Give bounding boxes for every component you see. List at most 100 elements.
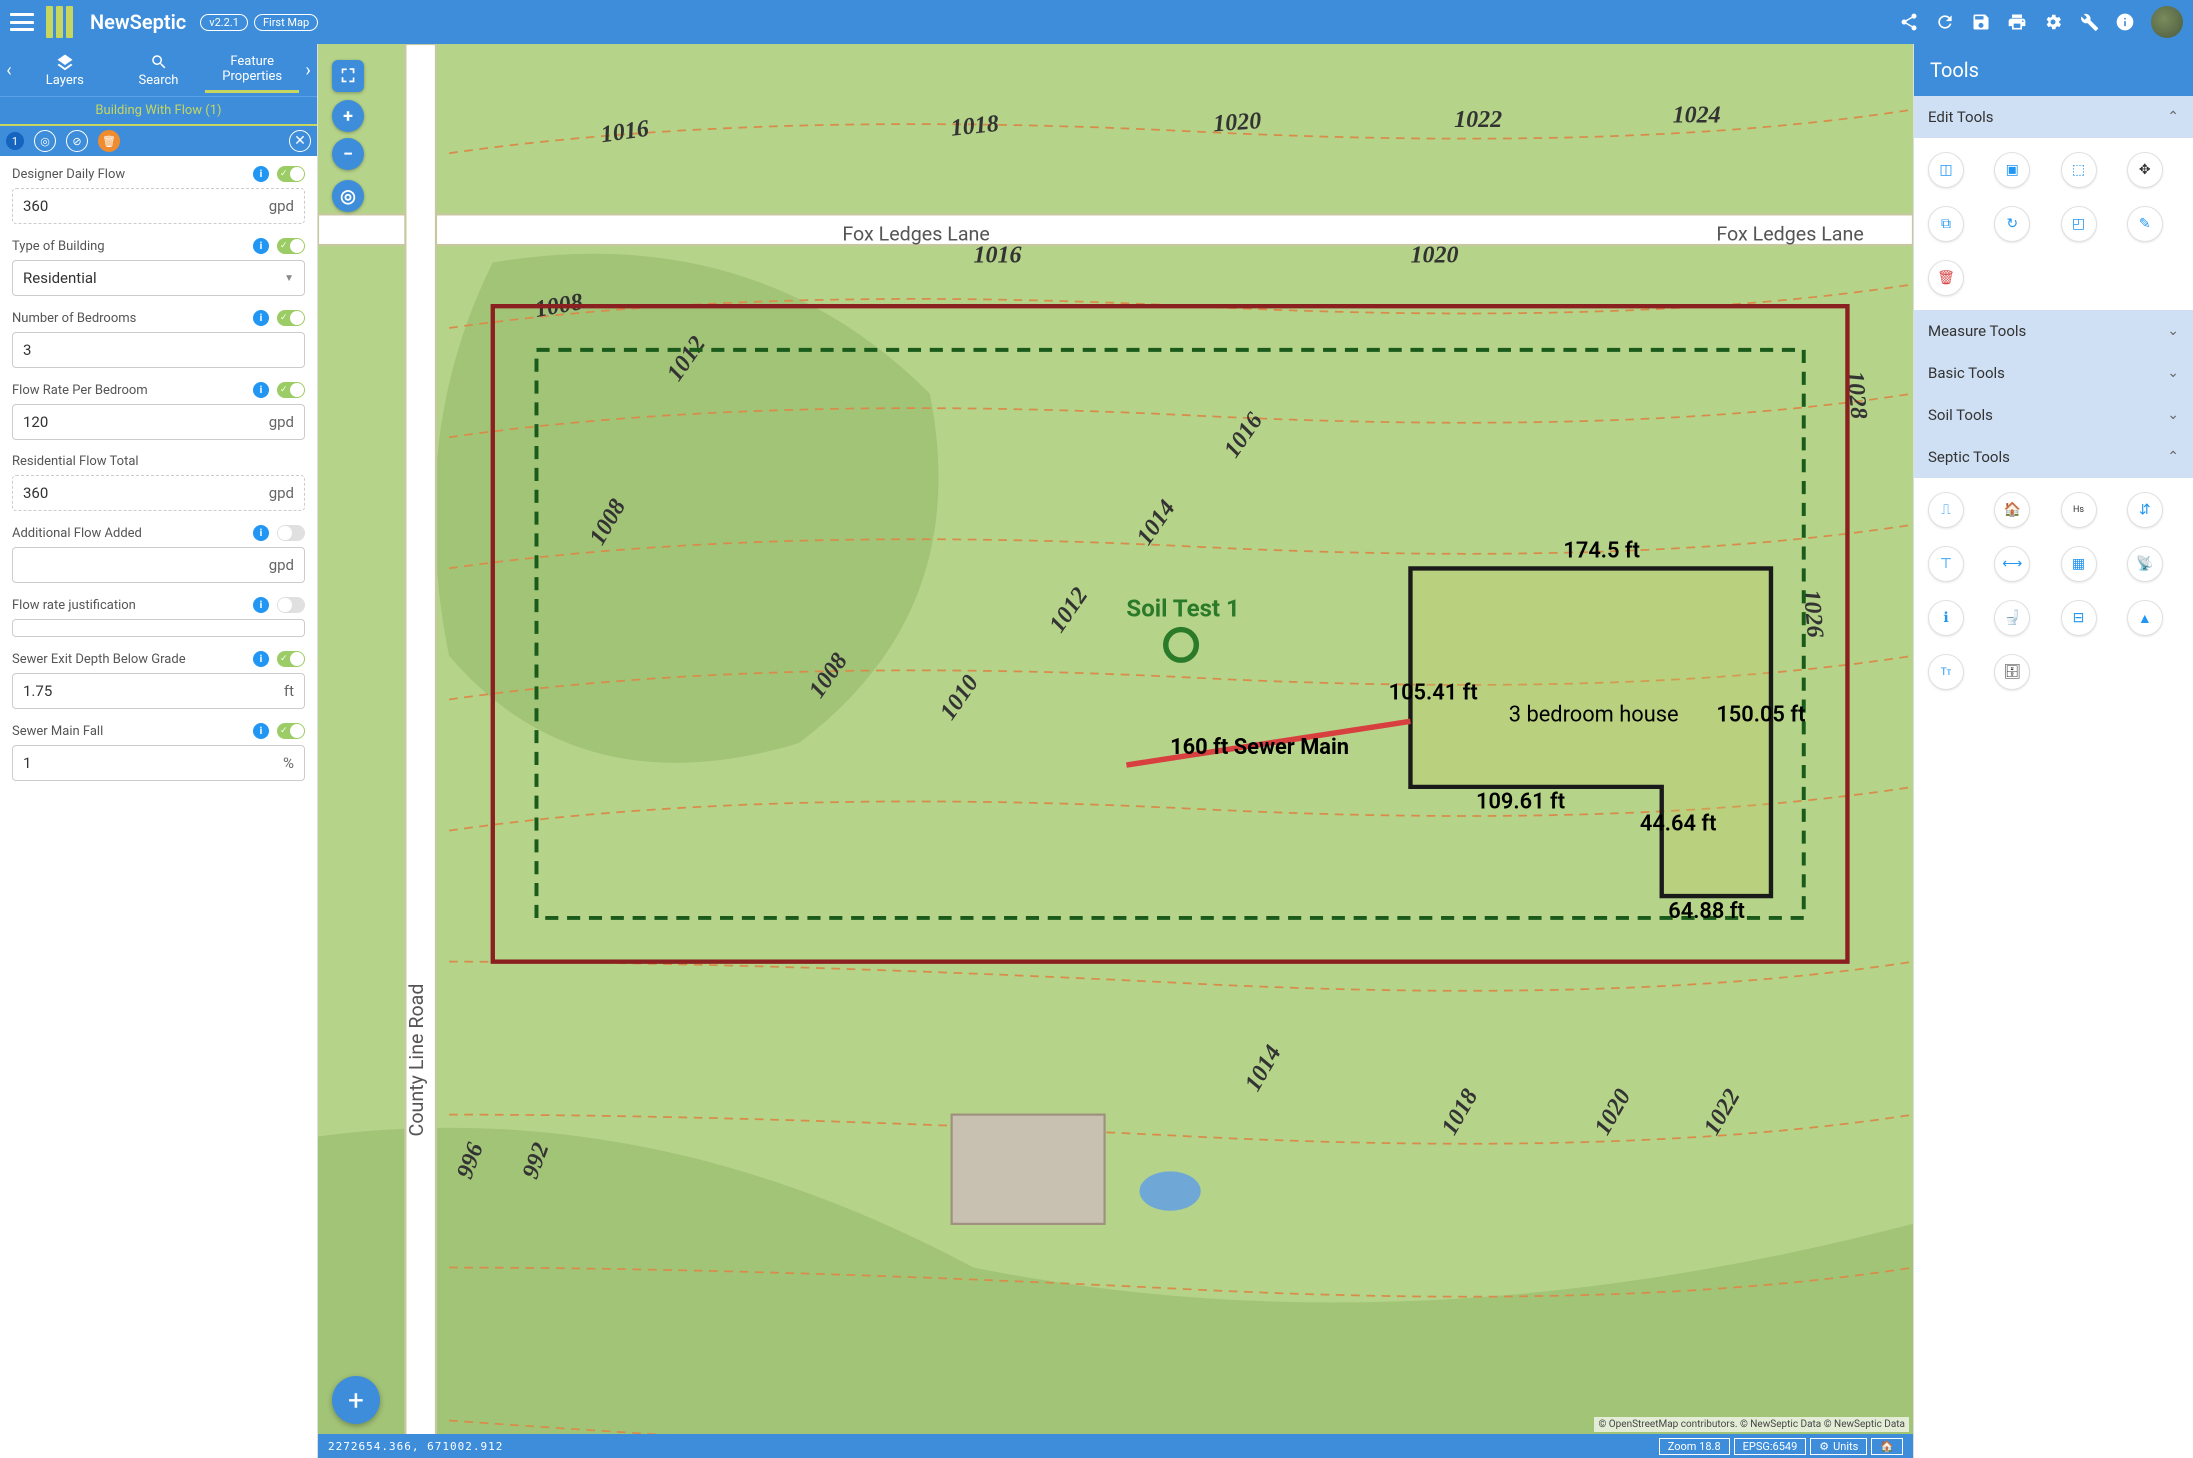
field-unit: gpd [269, 556, 294, 574]
select-dashed-tool[interactable]: ▣ [1994, 152, 2030, 188]
add-feature-fab[interactable]: + [332, 1376, 380, 1424]
pipe-tool[interactable]: ⎍ [1928, 492, 1964, 528]
settings-icon[interactable] [2035, 4, 2071, 40]
width-tool[interactable]: ⟷ [1994, 546, 2030, 582]
field-input[interactable]: 120gpd [12, 404, 305, 440]
hs-tool[interactable]: Hs [2061, 492, 2097, 528]
visibility-icon[interactable]: ⊘ [66, 130, 88, 152]
refresh-icon[interactable] [1927, 4, 1963, 40]
home-chip[interactable]: 🏠 [1871, 1438, 1903, 1455]
info-icon[interactable]: i [253, 238, 269, 254]
antenna-tool[interactable]: 📡 [2127, 546, 2163, 582]
info-icon[interactable]: i [253, 597, 269, 613]
section-soil-tools[interactable]: Soil Tools ⌄ [1914, 394, 2193, 436]
toilet-tool[interactable]: 🚽 [1994, 600, 2030, 636]
field-unit: gpd [269, 413, 294, 431]
epsg-chip[interactable]: EPSG:6549 [1734, 1438, 1807, 1455]
tools-icon[interactable] [2071, 4, 2107, 40]
field-f6: Flow rate justificationi [12, 597, 305, 637]
distribute-tool[interactable]: ⇵ [2127, 492, 2163, 528]
tab-search[interactable]: Search [112, 47, 206, 94]
map-footer: 2272654.366, 671002.912 Zoom 18.8 EPSG:6… [318, 1434, 1913, 1458]
info-tool[interactable]: ℹ [1928, 600, 1964, 636]
field-value: Residential [23, 269, 284, 287]
text-tool[interactable]: Tᴛ [1928, 654, 1964, 690]
units-chip[interactable]: ⚙ Units [1810, 1438, 1867, 1455]
chamber-tool[interactable]: ⊟ [2061, 600, 2097, 636]
field-toggle[interactable] [277, 238, 305, 254]
zoom-out-button[interactable]: − [332, 138, 364, 170]
map-container[interactable]: 1016 1018 1020 1022 1024 1008 1012 1016 … [318, 44, 1913, 1458]
tab-prev-icon[interactable]: ‹ [0, 60, 18, 81]
share-icon[interactable] [1891, 4, 1927, 40]
locate-button[interactable]: ◎ [332, 180, 364, 212]
field-toggle[interactable] [277, 723, 305, 739]
info-icon[interactable]: i [253, 166, 269, 182]
grid-tool[interactable]: ▦ [2061, 546, 2097, 582]
field-f7: Sewer Exit Depth Below Gradei1.75ft [12, 651, 305, 709]
info-icon[interactable]: i [253, 310, 269, 326]
field-toggle[interactable] [277, 382, 305, 398]
svg-text:64.88 ft: 64.88 ft [1668, 899, 1745, 924]
field-label: Number of Bedrooms [12, 311, 253, 326]
zoom-chip[interactable]: Zoom 18.8 [1659, 1438, 1730, 1455]
field-toggle[interactable] [277, 597, 305, 613]
info-icon[interactable]: i [253, 723, 269, 739]
map-attribution: © OpenStreetMap contributors. © NewSepti… [1594, 1417, 1909, 1432]
close-icon[interactable]: ✕ [289, 130, 311, 152]
move-tool[interactable]: ✥ [2127, 152, 2163, 188]
field-toggle[interactable] [277, 166, 305, 182]
map-canvas[interactable]: 1016 1018 1020 1022 1024 1008 1012 1016 … [318, 44, 1913, 1458]
section-basic-tools[interactable]: Basic Tools ⌄ [1914, 352, 2193, 394]
properties-form: Designer Daily Flowi360gpdType of Buildi… [0, 156, 317, 1458]
info-icon[interactable]: i [253, 382, 269, 398]
svg-text:174.5 ft: 174.5 ft [1563, 538, 1640, 563]
field-toggle[interactable] [277, 651, 305, 667]
menu-icon[interactable] [10, 13, 34, 31]
house-tool[interactable]: 🏠 [1994, 492, 2030, 528]
archive-tool[interactable]: 🗄 [1994, 654, 2030, 690]
septic-tools-grid: ⎍ 🏠 Hs ⇵ ⊤ ⟷ ▦ 📡 ℹ 🚽 ⊟ ▲ Tᴛ 🗄 [1914, 478, 2193, 704]
delete-icon[interactable]: 🗑 [98, 130, 120, 152]
field-input[interactable]: 1% [12, 745, 305, 781]
target-icon[interactable]: ◎ [34, 130, 56, 152]
zoom-in-button[interactable]: + [332, 100, 364, 132]
version-badge: v2.2.1 [200, 14, 248, 31]
user-avatar[interactable] [2151, 6, 2183, 38]
select-rect-tool[interactable]: ◫ [1928, 152, 1964, 188]
section-septic-tools[interactable]: Septic Tools ⌃ [1914, 436, 2193, 478]
info-icon[interactable] [2107, 4, 2143, 40]
elevation-tool[interactable]: ▲ [2127, 600, 2163, 636]
tank-tool[interactable]: ⊤ [1928, 546, 1964, 582]
map-name-badge[interactable]: First Map [254, 14, 318, 31]
tab-next-icon[interactable]: › [299, 60, 317, 81]
copy-tool[interactable]: ⧉ [1928, 206, 1964, 242]
field-toggle[interactable] [277, 310, 305, 326]
field-input[interactable]: 360gpd [12, 188, 305, 224]
svg-text:1022: 1022 [1454, 107, 1502, 133]
field-input[interactable]: Residential▼ [12, 260, 305, 296]
save-icon[interactable] [1963, 4, 1999, 40]
resize-tool[interactable]: ◰ [2061, 206, 2097, 242]
field-input[interactable] [12, 619, 305, 637]
fullscreen-button[interactable]: ⛶ [332, 60, 364, 92]
tab-feature-properties[interactable]: Feature Properties [205, 48, 299, 93]
section-measure-tools[interactable]: Measure Tools ⌄ [1914, 310, 2193, 352]
field-input[interactable]: 1.75ft [12, 673, 305, 709]
crop-tool[interactable]: ⬚ [2061, 152, 2097, 188]
tab-layers[interactable]: Layers [18, 47, 112, 94]
field-toggle[interactable] [277, 525, 305, 541]
delete-tool[interactable]: 🗑 [1928, 260, 1964, 296]
field-input[interactable]: 3 [12, 332, 305, 368]
field-input[interactable]: gpd [12, 547, 305, 583]
info-icon[interactable]: i [253, 651, 269, 667]
section-edit-tools[interactable]: Edit Tools ⌃ [1914, 96, 2193, 138]
right-panel: Tools Edit Tools ⌃ ◫ ▣ ⬚ ✥ ⧉ ↻ ◰ ✎ 🗑 Mea… [1913, 44, 2193, 1458]
info-icon[interactable]: i [253, 525, 269, 541]
rotate-tool[interactable]: ↻ [1994, 206, 2030, 242]
feature-subheader: Building With Flow (1) [0, 96, 317, 126]
field-f0: Designer Daily Flowi360gpd [12, 166, 305, 224]
brush-tool[interactable]: ✎ [2127, 206, 2163, 242]
field-input[interactable]: 360gpd [12, 475, 305, 511]
print-icon[interactable] [1999, 4, 2035, 40]
